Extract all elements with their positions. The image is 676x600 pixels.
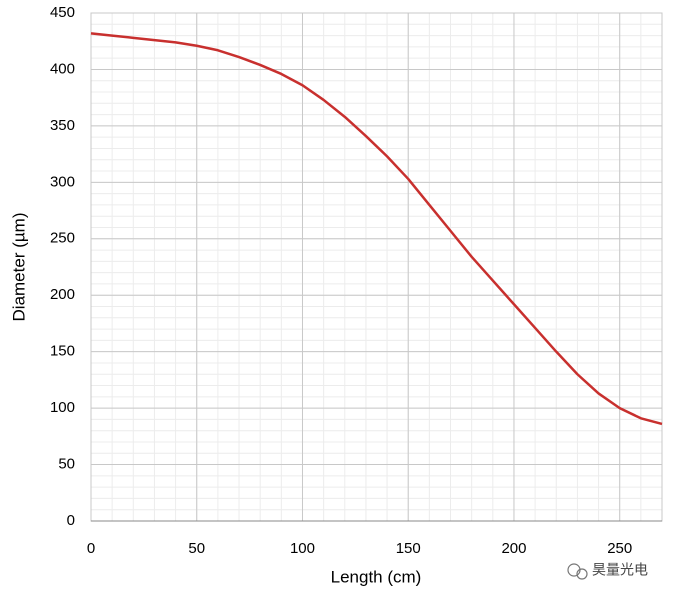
y-tick-label: 200 <box>50 286 75 303</box>
y-tick-label: 300 <box>50 173 75 190</box>
x-tick-label: 50 <box>188 540 205 557</box>
y-tick-label: 450 <box>50 4 75 21</box>
icon-bubble <box>576 568 588 580</box>
x-axis-title: Length (cm) <box>331 567 422 586</box>
x-tick-label: 150 <box>396 540 421 557</box>
x-tick-label: 250 <box>607 540 632 557</box>
plot-border <box>90 12 663 522</box>
line-series <box>90 32 663 426</box>
y-tick-label: 350 <box>50 117 75 134</box>
watermark: 昊量光电 <box>592 562 648 578</box>
y-tick-label: 0 <box>67 512 75 529</box>
x-tick-label: 100 <box>290 540 315 557</box>
y-tick-label: 150 <box>50 343 75 360</box>
watermark-icon <box>567 563 588 580</box>
y-tick-label: 100 <box>50 399 75 416</box>
x-tick-label: 0 <box>87 540 95 557</box>
y-axis-title: Diameter (µm) <box>9 213 28 322</box>
y-tick-label: 400 <box>50 60 75 77</box>
y-tick-label: 50 <box>58 456 75 473</box>
x-tick-label: 200 <box>501 540 526 557</box>
y-tick-label: 250 <box>50 230 75 247</box>
